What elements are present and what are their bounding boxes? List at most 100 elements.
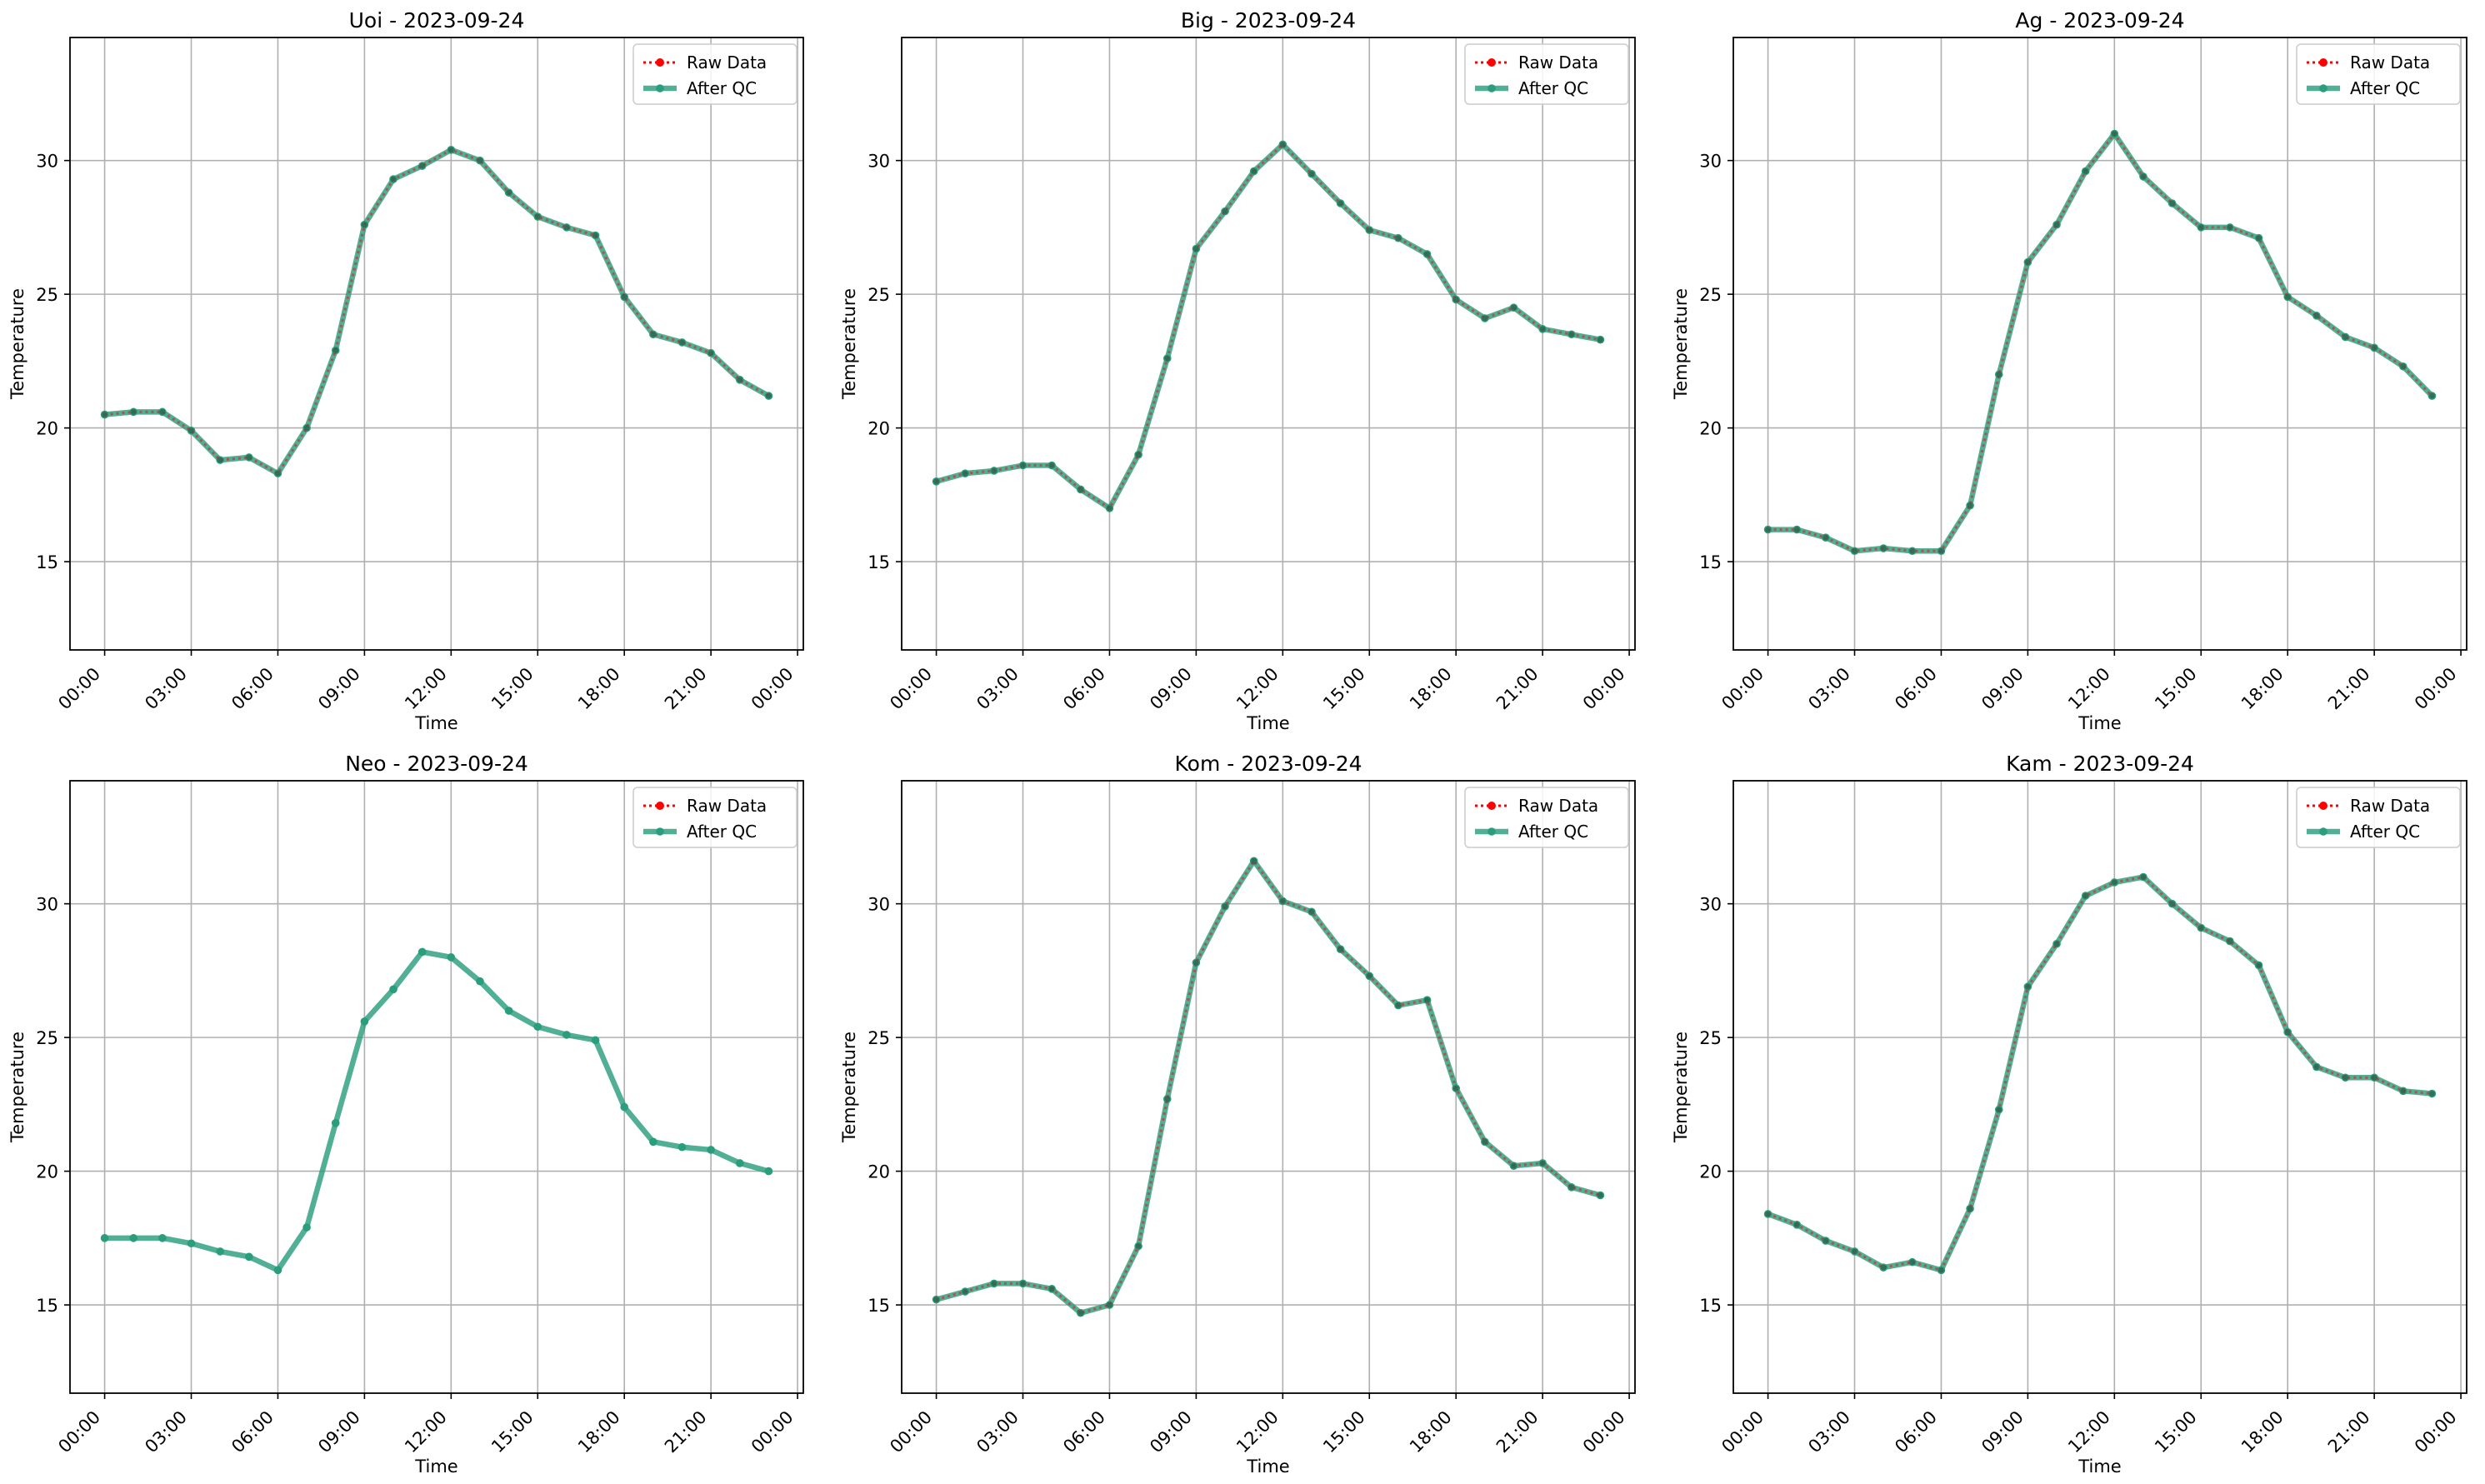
raw-data-point xyxy=(1366,227,1372,233)
subplot-title: Kam - 2023-09-24 xyxy=(2006,752,2194,776)
raw-data-point xyxy=(1967,502,1973,509)
after-qc-point xyxy=(273,1266,282,1275)
raw-data-point xyxy=(1996,1107,2002,1113)
raw-data-point xyxy=(1539,326,1546,332)
subplot-title: Kom - 2023-09-24 xyxy=(1175,752,1362,776)
raw-data-point xyxy=(1251,168,1258,174)
x-tick-label: 06:00 xyxy=(1059,664,1109,714)
raw-data-point xyxy=(1880,545,1887,552)
x-tick-label: 12:00 xyxy=(2064,1407,2114,1457)
x-tick-label: 00:00 xyxy=(54,664,104,714)
raw-data-point xyxy=(2140,874,2147,880)
raw-data-point xyxy=(1482,315,1488,322)
x-axis-label: Time xyxy=(2078,713,2121,733)
raw-data-point xyxy=(1568,1184,1575,1191)
raw-data-point xyxy=(621,293,628,300)
legend: Raw Data After QC xyxy=(1464,43,1629,105)
raw-data-point xyxy=(2169,901,2176,907)
y-tick-label: 20 xyxy=(868,419,890,439)
after-qc-point xyxy=(735,1159,744,1167)
raw-data-line xyxy=(104,148,770,476)
y-tick-label: 20 xyxy=(36,1162,58,1182)
raw-data-point xyxy=(1308,908,1315,915)
raw-data-point xyxy=(2284,293,2291,300)
x-tick-label: 18:00 xyxy=(2238,664,2288,714)
y-tick-label: 15 xyxy=(36,1296,58,1316)
raw-data-point xyxy=(1852,547,1858,554)
y-axis-label: Temperature xyxy=(839,1032,859,1143)
after-qc-point xyxy=(158,1234,167,1242)
raw-data-point xyxy=(477,157,483,164)
legend: Raw Data After QC xyxy=(632,43,798,105)
y-axis-label: Temperature xyxy=(1671,288,1691,400)
legend-raw-marker xyxy=(656,802,664,810)
x-tick-label: 21:00 xyxy=(2324,664,2374,714)
x-tick-label: 21:00 xyxy=(661,664,711,714)
raw-data-point xyxy=(1996,372,2002,377)
subplot-1: 00:00 03:00 06:00 09:00 12:00 15:00 18:00 21:00… xyxy=(8,8,804,733)
raw-data-point xyxy=(1338,946,1344,952)
axes-frame xyxy=(901,780,1636,1394)
x-axis-label: Time xyxy=(414,713,458,733)
legend-qc-label: After QC xyxy=(1518,822,1588,842)
raw-data-point xyxy=(1793,1222,1800,1228)
raw-data-point xyxy=(679,339,685,346)
x-tick-label: 00:00 xyxy=(1718,1407,1768,1457)
raw-data-point xyxy=(2429,1091,2435,1097)
legend-raw-label: Raw Data xyxy=(687,52,767,72)
raw-data-point xyxy=(2082,892,2089,899)
raw-data-point xyxy=(1511,304,1517,311)
legend-raw-label: Raw Data xyxy=(687,796,767,816)
raw-data-point xyxy=(2400,1087,2407,1094)
legend-qc-marker xyxy=(2319,84,2328,92)
raw-data-point xyxy=(246,454,252,461)
raw-data-line xyxy=(1768,875,2432,1272)
x-tick-label: 15:00 xyxy=(2151,1407,2201,1457)
raw-data-point xyxy=(1511,1162,1517,1169)
y-tick-label: 25 xyxy=(36,285,58,305)
raw-data-point xyxy=(1135,1243,1142,1249)
axes-frame xyxy=(901,37,1636,651)
raw-data-point xyxy=(962,470,968,477)
x-tick-label: 18:00 xyxy=(1406,1407,1456,1457)
y-tick-label: 30 xyxy=(36,895,58,915)
after-qc-point xyxy=(245,1252,253,1262)
x-tick-label: 15:00 xyxy=(2151,664,2201,714)
after-qc-point xyxy=(562,1031,571,1039)
axes-frame xyxy=(69,780,804,1394)
raw-data-point xyxy=(650,331,657,337)
raw-data-point xyxy=(1880,1264,1887,1271)
after-qc-line xyxy=(1768,131,2434,554)
x-tick-label: 18:00 xyxy=(574,1407,624,1457)
legend-raw-label: Raw Data xyxy=(2350,796,2430,816)
raw-data-point xyxy=(1020,1281,1026,1287)
raw-data-point xyxy=(1938,1267,1944,1273)
subplot-5: 00:00 03:00 06:00 09:00 12:00 15:00 18:00 21:00… xyxy=(839,752,1636,1477)
legend-qc-marker xyxy=(1488,84,1496,92)
legend-raw-marker xyxy=(2319,802,2328,810)
x-tick-label: 06:00 xyxy=(1891,1407,1941,1457)
after-qc-point xyxy=(389,985,398,994)
raw-data-point xyxy=(1048,1286,1055,1292)
raw-data-point xyxy=(991,1281,998,1287)
x-tick-label: 09:00 xyxy=(1978,1407,2028,1457)
y-tick-label: 20 xyxy=(1699,419,1722,439)
raw-data-point xyxy=(2256,235,2262,242)
x-tick-label: 12:00 xyxy=(1232,664,1282,714)
axes-frame xyxy=(69,37,804,651)
raw-data-point xyxy=(130,408,137,415)
x-tick-label: 21:00 xyxy=(1492,664,1542,714)
raw-data-point xyxy=(2313,1064,2320,1070)
raw-data-point xyxy=(1909,1259,1916,1266)
raw-data-point xyxy=(188,427,194,434)
subplot-title: Ag - 2023-09-24 xyxy=(2015,8,2184,32)
x-tick-label: 00:00 xyxy=(2411,664,2461,714)
raw-data-point xyxy=(1222,903,1228,910)
after-qc-point xyxy=(504,1007,513,1015)
raw-data-point xyxy=(592,232,598,238)
x-tick-label: 00:00 xyxy=(748,1407,798,1457)
after-qc-point xyxy=(476,977,484,986)
raw-data-point xyxy=(2198,925,2204,931)
raw-data-point xyxy=(2342,1074,2348,1081)
raw-data-point xyxy=(2082,168,2089,174)
